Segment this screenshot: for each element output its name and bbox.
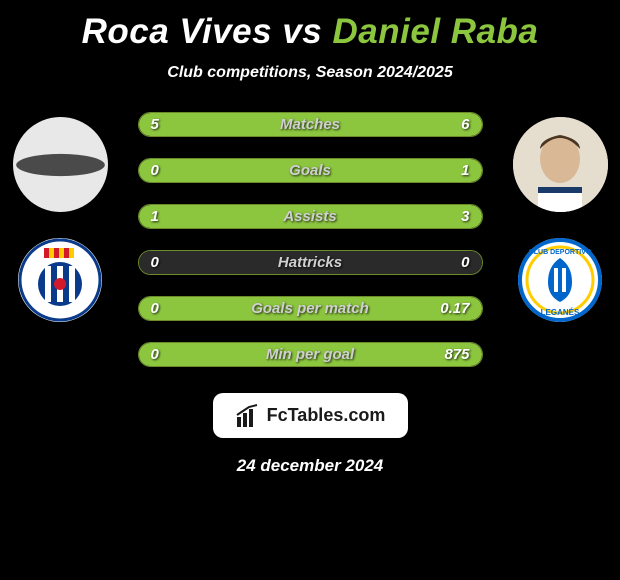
stat-value-right: 1 xyxy=(461,162,469,179)
stat-text: 0 Goals per match 0.17 xyxy=(139,297,482,320)
stat-value-left: 0 xyxy=(151,254,159,271)
player-2-club-crest: CLUB DEPORTIVO LEGANÉS xyxy=(518,238,602,322)
stat-row: 0 Min per goal 875 xyxy=(138,342,483,367)
stat-row: 0 Goals per match 0.17 xyxy=(138,296,483,321)
svg-text:LEGANÉS: LEGANÉS xyxy=(541,308,580,317)
stat-text: 0 Min per goal 875 xyxy=(139,343,482,366)
stat-bars: 5 Matches 6 0 Goals 1 1 Assists 3 0 Hattricks 0 0 Goa… xyxy=(138,112,483,367)
stat-value-right: 875 xyxy=(444,346,469,363)
stat-label: Hattricks xyxy=(278,254,342,271)
stat-text: 1 Assists 3 xyxy=(139,205,482,228)
stat-value-right: 0 xyxy=(461,254,469,271)
player-1-column xyxy=(0,117,120,322)
stat-value-left: 0 xyxy=(151,346,159,363)
date-text: 24 december 2024 xyxy=(0,456,620,476)
fctables-icon xyxy=(235,403,261,429)
stat-label: Min per goal xyxy=(266,346,354,363)
stat-label: Goals xyxy=(289,162,331,179)
player-1-club-crest xyxy=(18,238,102,322)
stat-value-left: 0 xyxy=(151,162,159,179)
title-player-2: Daniel Raba xyxy=(333,12,539,51)
page-title: Roca Vives vs Daniel Raba xyxy=(0,12,620,52)
leganes-crest-icon: CLUB DEPORTIVO LEGANÉS xyxy=(518,238,602,322)
stat-value-left: 0 xyxy=(151,300,159,317)
stat-text: 0 Hattricks 0 xyxy=(139,251,482,274)
subtitle: Club competitions, Season 2024/2025 xyxy=(0,64,620,82)
stat-label: Goals per match xyxy=(251,300,369,317)
title-player-1: Roca Vives xyxy=(82,12,272,51)
brand-logo: FcTables.com xyxy=(213,393,408,438)
stat-text: 5 Matches 6 xyxy=(139,113,482,136)
player-photo-icon xyxy=(513,117,608,212)
comparison-area: CLUB DEPORTIVO LEGANÉS 5Matches60Goals11… xyxy=(0,112,620,367)
stat-row: 0 Hattricks 0 xyxy=(138,250,483,275)
stat-value-left: 1 xyxy=(151,208,159,225)
stat-text: 0 Goals 1 xyxy=(139,159,482,182)
silhouette-icon xyxy=(13,145,108,185)
stat-value-right: 6 xyxy=(461,116,469,133)
stat-value-left: 5 xyxy=(151,116,159,133)
stat-row: 1 Assists 3 xyxy=(138,204,483,229)
stat-row: 5 Matches 6 xyxy=(138,112,483,137)
player-2-avatar xyxy=(513,117,608,212)
title-vs: vs xyxy=(282,12,322,51)
stat-row: 0 Goals 1 xyxy=(138,158,483,183)
stat-label: Assists xyxy=(283,208,336,225)
svg-text:CLUB DEPORTIVO: CLUB DEPORTIVO xyxy=(529,249,592,256)
brand-text: FcTables.com xyxy=(267,405,386,426)
stat-label: Matches xyxy=(280,116,340,133)
player-1-avatar xyxy=(13,117,108,212)
player-2-column: CLUB DEPORTIVO LEGANÉS xyxy=(500,117,620,322)
stat-value-right: 0.17 xyxy=(440,300,469,317)
espanyol-crest-icon xyxy=(18,238,102,322)
stat-value-right: 3 xyxy=(461,208,469,225)
